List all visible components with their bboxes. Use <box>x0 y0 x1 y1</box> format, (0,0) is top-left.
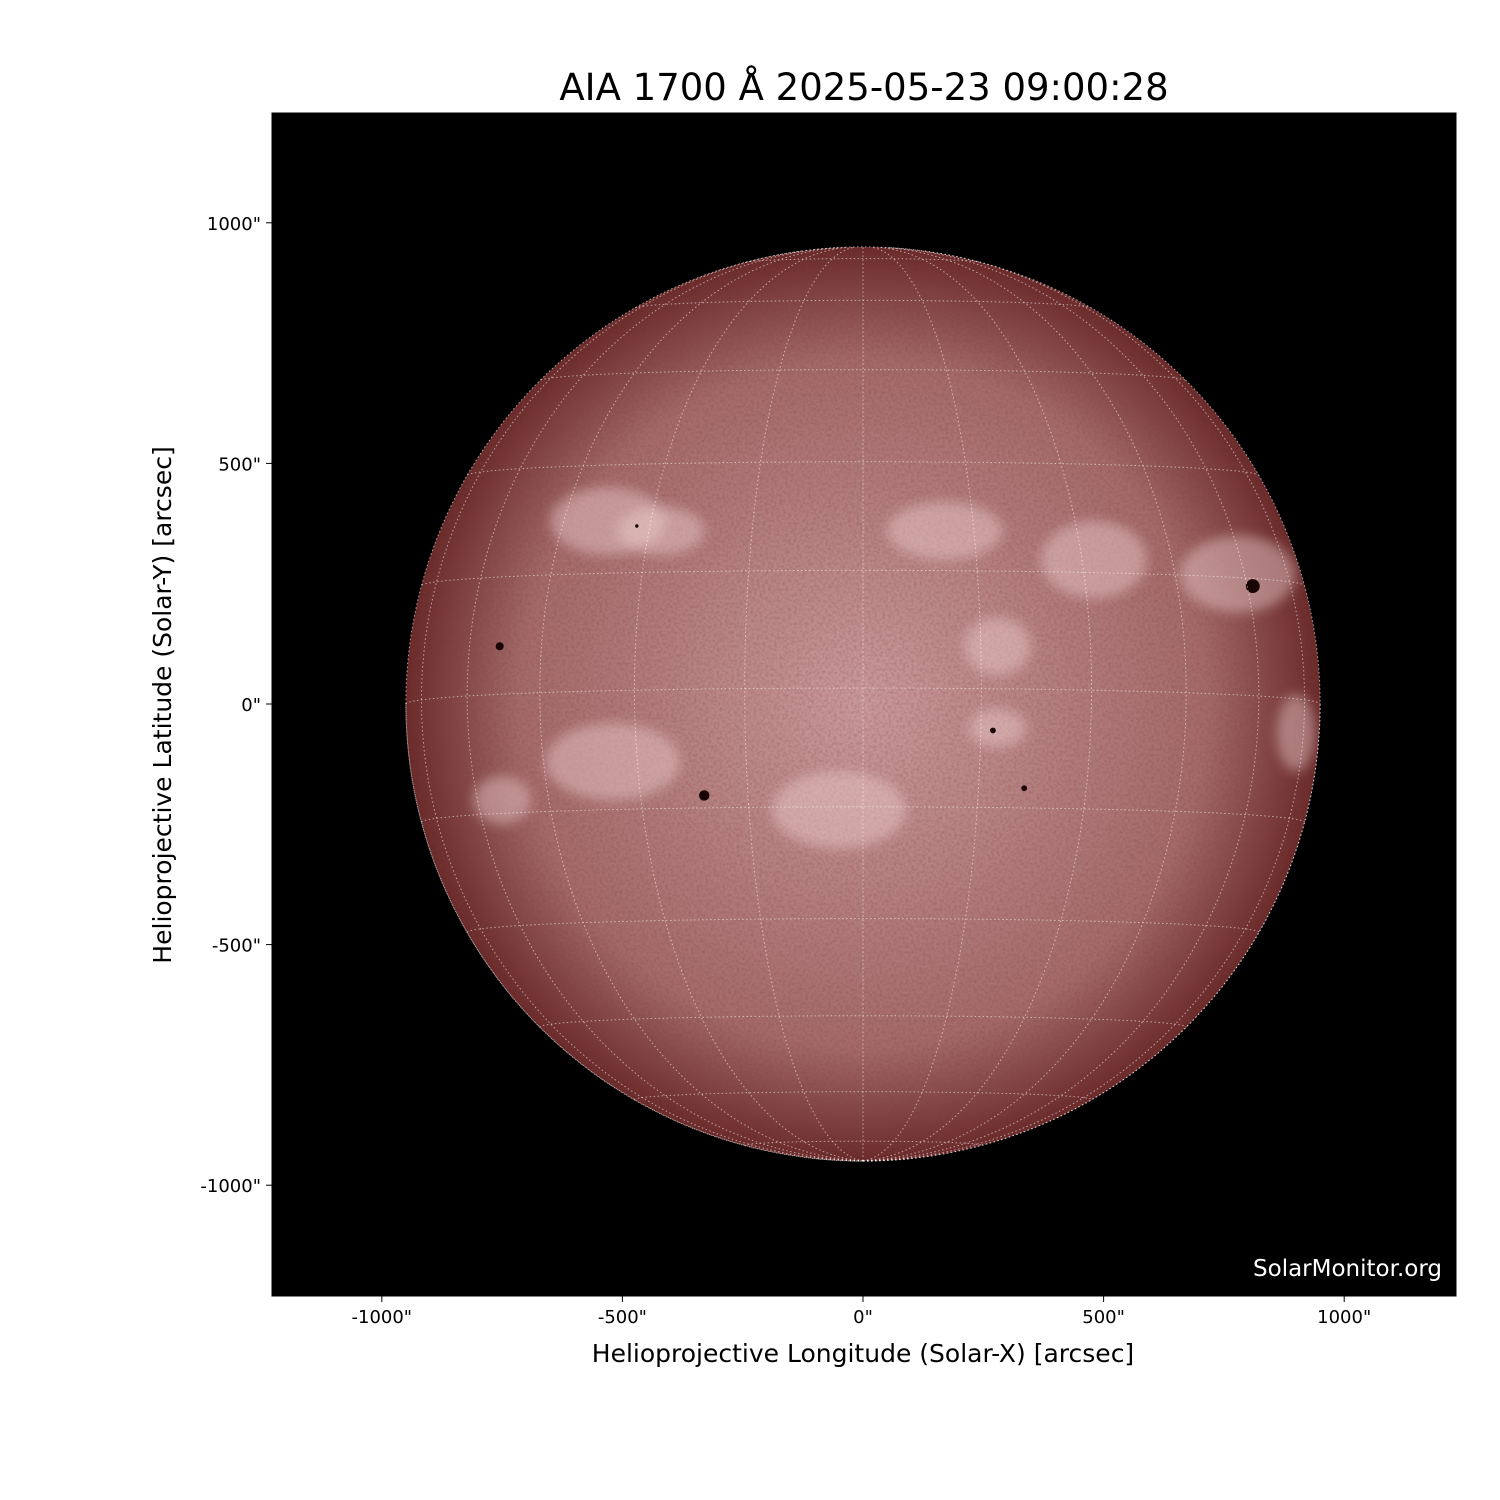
sunspot <box>699 790 710 801</box>
plage-region <box>968 708 1027 748</box>
x-tick-label: -500" <box>598 1307 647 1328</box>
plage-region <box>473 776 531 825</box>
sunspot <box>1021 785 1028 792</box>
x-tick-label: 1000" <box>1317 1307 1371 1328</box>
latitude-gridline <box>743 1140 983 1147</box>
y-tick-label: -1000" <box>200 1176 261 1197</box>
longitude-gridline <box>466 247 864 1162</box>
y-axis-label: Helioprojective Latitude (Solar-Y) [arcs… <box>148 446 177 963</box>
latitude-gridline <box>466 918 1260 933</box>
x-tick-label: 500" <box>1082 1307 1125 1328</box>
y-tick-label: -500" <box>212 936 261 957</box>
limb-outline <box>405 246 1321 1162</box>
plage-region <box>771 771 907 849</box>
longitude-gridline <box>420 250 864 1162</box>
longitude-gridline <box>633 246 864 1162</box>
sunspot <box>990 727 996 734</box>
plage-region <box>617 506 705 555</box>
x-tick-label: -1000" <box>352 1307 413 1328</box>
plage-region <box>1180 535 1297 613</box>
chart-title: AIA 1700 Å 2025-05-23 09:00:28 <box>559 66 1169 109</box>
x-axis-label: Helioprojective Longitude (Solar-X) [arc… <box>592 1339 1134 1368</box>
y-tick-label: 500" <box>218 454 261 475</box>
longitude-gridline <box>862 246 1093 1162</box>
longitude-gridline <box>862 250 1306 1162</box>
latitude-gridline <box>421 569 1305 586</box>
credit-watermark: SolarMonitor.org <box>1253 1256 1442 1282</box>
longitude-gridline <box>744 246 864 1162</box>
plage-region <box>545 723 681 801</box>
sunspot <box>635 524 639 528</box>
longitude-gridline <box>862 246 982 1162</box>
latitude-gridline <box>467 461 1259 476</box>
longitude-gridline <box>862 247 1260 1162</box>
plage-region <box>964 617 1032 676</box>
latitude-gridline <box>420 806 1306 823</box>
sunspot <box>1245 579 1260 594</box>
plage-region <box>887 501 1003 560</box>
latitude-gridline <box>745 258 981 263</box>
y-tick-label: 1000" <box>207 214 261 235</box>
y-tick-label: 0" <box>241 695 261 716</box>
plage-region <box>1276 694 1316 772</box>
sunspot <box>495 642 504 651</box>
x-tick-label: 0" <box>853 1307 873 1328</box>
plage-region <box>1041 521 1147 599</box>
